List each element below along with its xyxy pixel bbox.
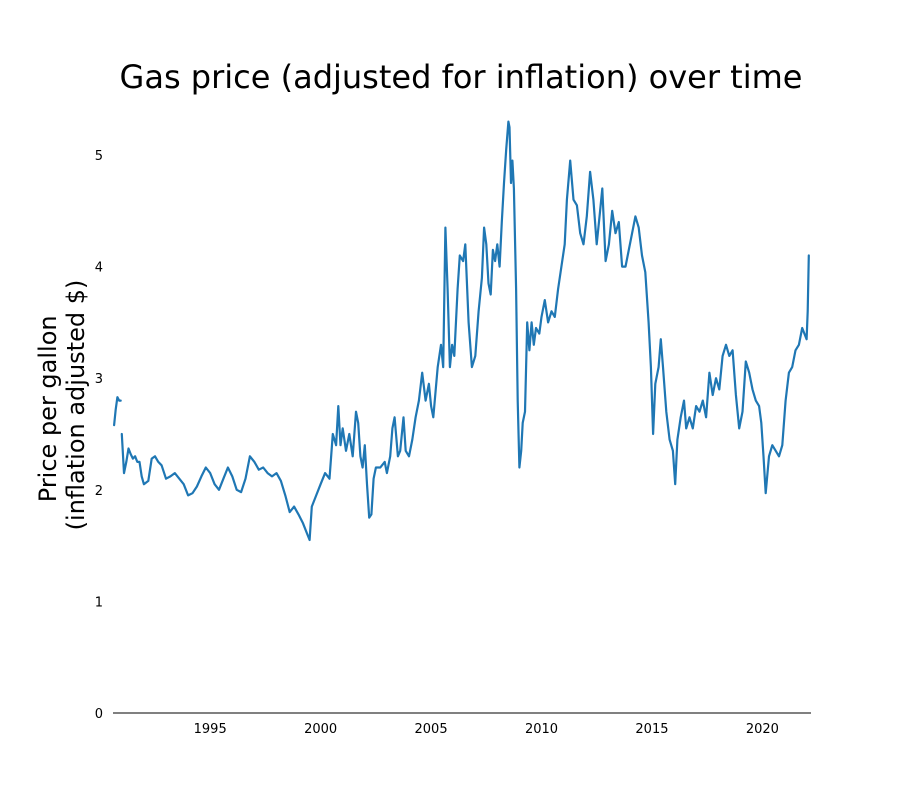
y-axis-label-line-2: (inflation adjusted $)	[62, 280, 90, 531]
y-tick-label: 3	[95, 372, 103, 387]
y-axis-label-line-1: Price per gallon	[34, 315, 62, 502]
y-tick-label: 1	[95, 595, 103, 610]
y-tick-label: 5	[95, 149, 103, 164]
series-group	[113, 120, 810, 542]
chart-title: Gas price (adjusted for inflation) over …	[120, 58, 803, 96]
series-line	[113, 396, 122, 427]
x-tick-label: 1995	[194, 722, 227, 737]
x-tick-label: 2020	[746, 722, 779, 737]
x-tick-labels: 1995 2000 2005 2010 2015 2020	[194, 722, 779, 737]
y-tick-labels: 0 1 2 3 4 5	[95, 149, 103, 722]
series-line	[120, 120, 810, 542]
x-tick-label: 2000	[304, 722, 337, 737]
y-tick-label: 4	[95, 261, 103, 276]
y-tick-label: 0	[95, 707, 103, 722]
x-tick-label: 2005	[415, 722, 448, 737]
y-axis-label: Price per gallon (inflation adjusted $)	[34, 280, 90, 531]
x-tick-label: 2015	[635, 722, 668, 737]
x-tick-label: 2010	[525, 722, 558, 737]
y-tick-label: 2	[95, 484, 103, 499]
